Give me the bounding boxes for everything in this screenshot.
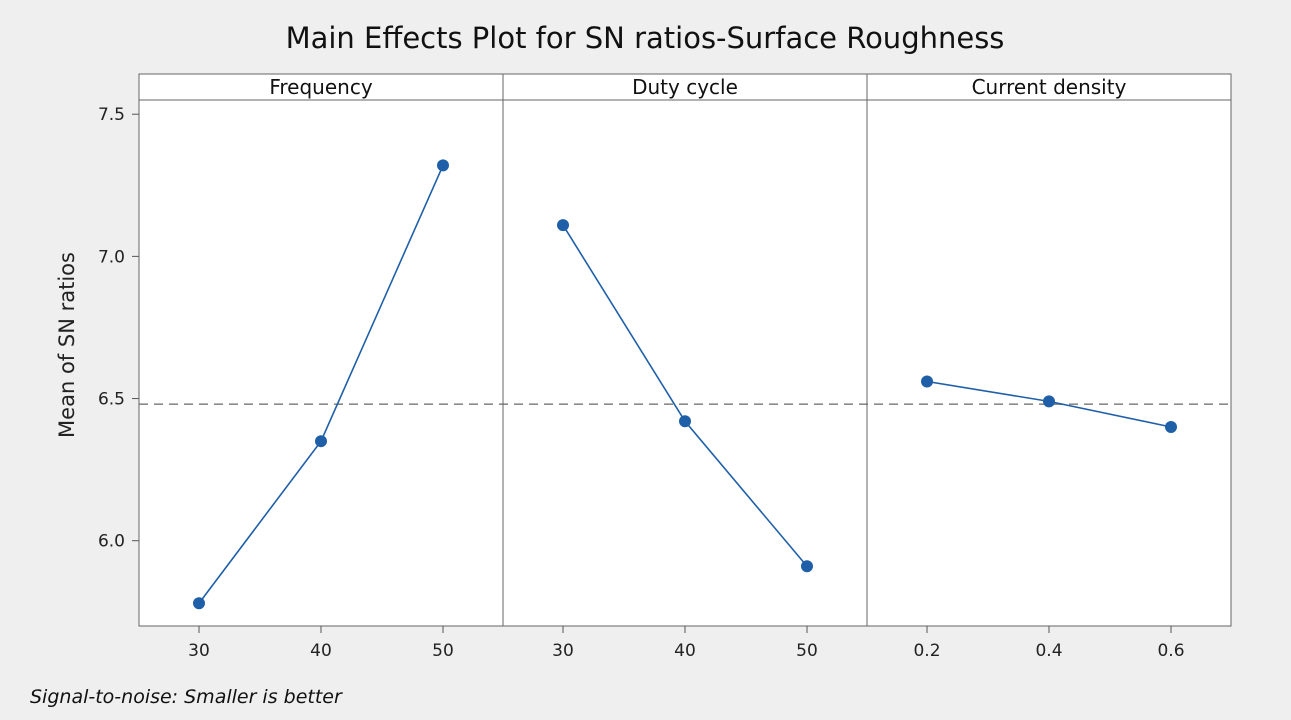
y-tick-label: 7.5 [98, 105, 125, 125]
chart-title: Main Effects Plot for SN ratios-Surface … [286, 21, 1005, 55]
footnote: Signal-to-noise: Smaller is better [30, 686, 343, 708]
x-tick-label: 0.2 [913, 641, 940, 661]
y-axis-label: Mean of SN ratios [55, 252, 79, 438]
panel-label: Frequency [269, 75, 372, 99]
x-tick-label: 0.6 [1157, 641, 1184, 661]
data-point [1165, 420, 1177, 433]
panel-label: Duty cycle [632, 75, 738, 99]
y-tick-label: 7.0 [98, 247, 125, 267]
x-tick-label: 40 [674, 641, 696, 661]
data-point [193, 597, 205, 610]
y-tick-label: 6.0 [98, 532, 125, 552]
data-point [921, 375, 933, 388]
plot-background [139, 74, 1231, 626]
data-point [1043, 395, 1055, 408]
data-point [679, 415, 691, 428]
data-point [557, 219, 569, 232]
y-tick-label: 6.5 [98, 390, 125, 410]
data-point [437, 159, 449, 172]
data-point [801, 560, 813, 573]
data-point [315, 435, 327, 448]
panel-header [866, 73, 1232, 101]
x-tick-label: 50 [432, 641, 454, 661]
plot-area: 6.0 6.5 7.0 7.5 Frequency 30 40 50 Duty cycle 30 4… [98, 73, 1232, 661]
x-tick-label: 30 [552, 641, 574, 661]
x-tick-label: 40 [310, 641, 332, 661]
panel-label: Current density [972, 75, 1127, 99]
x-tick-label: 0.4 [1035, 641, 1062, 661]
x-tick-label: 30 [188, 641, 210, 661]
x-tick-label: 50 [796, 641, 818, 661]
